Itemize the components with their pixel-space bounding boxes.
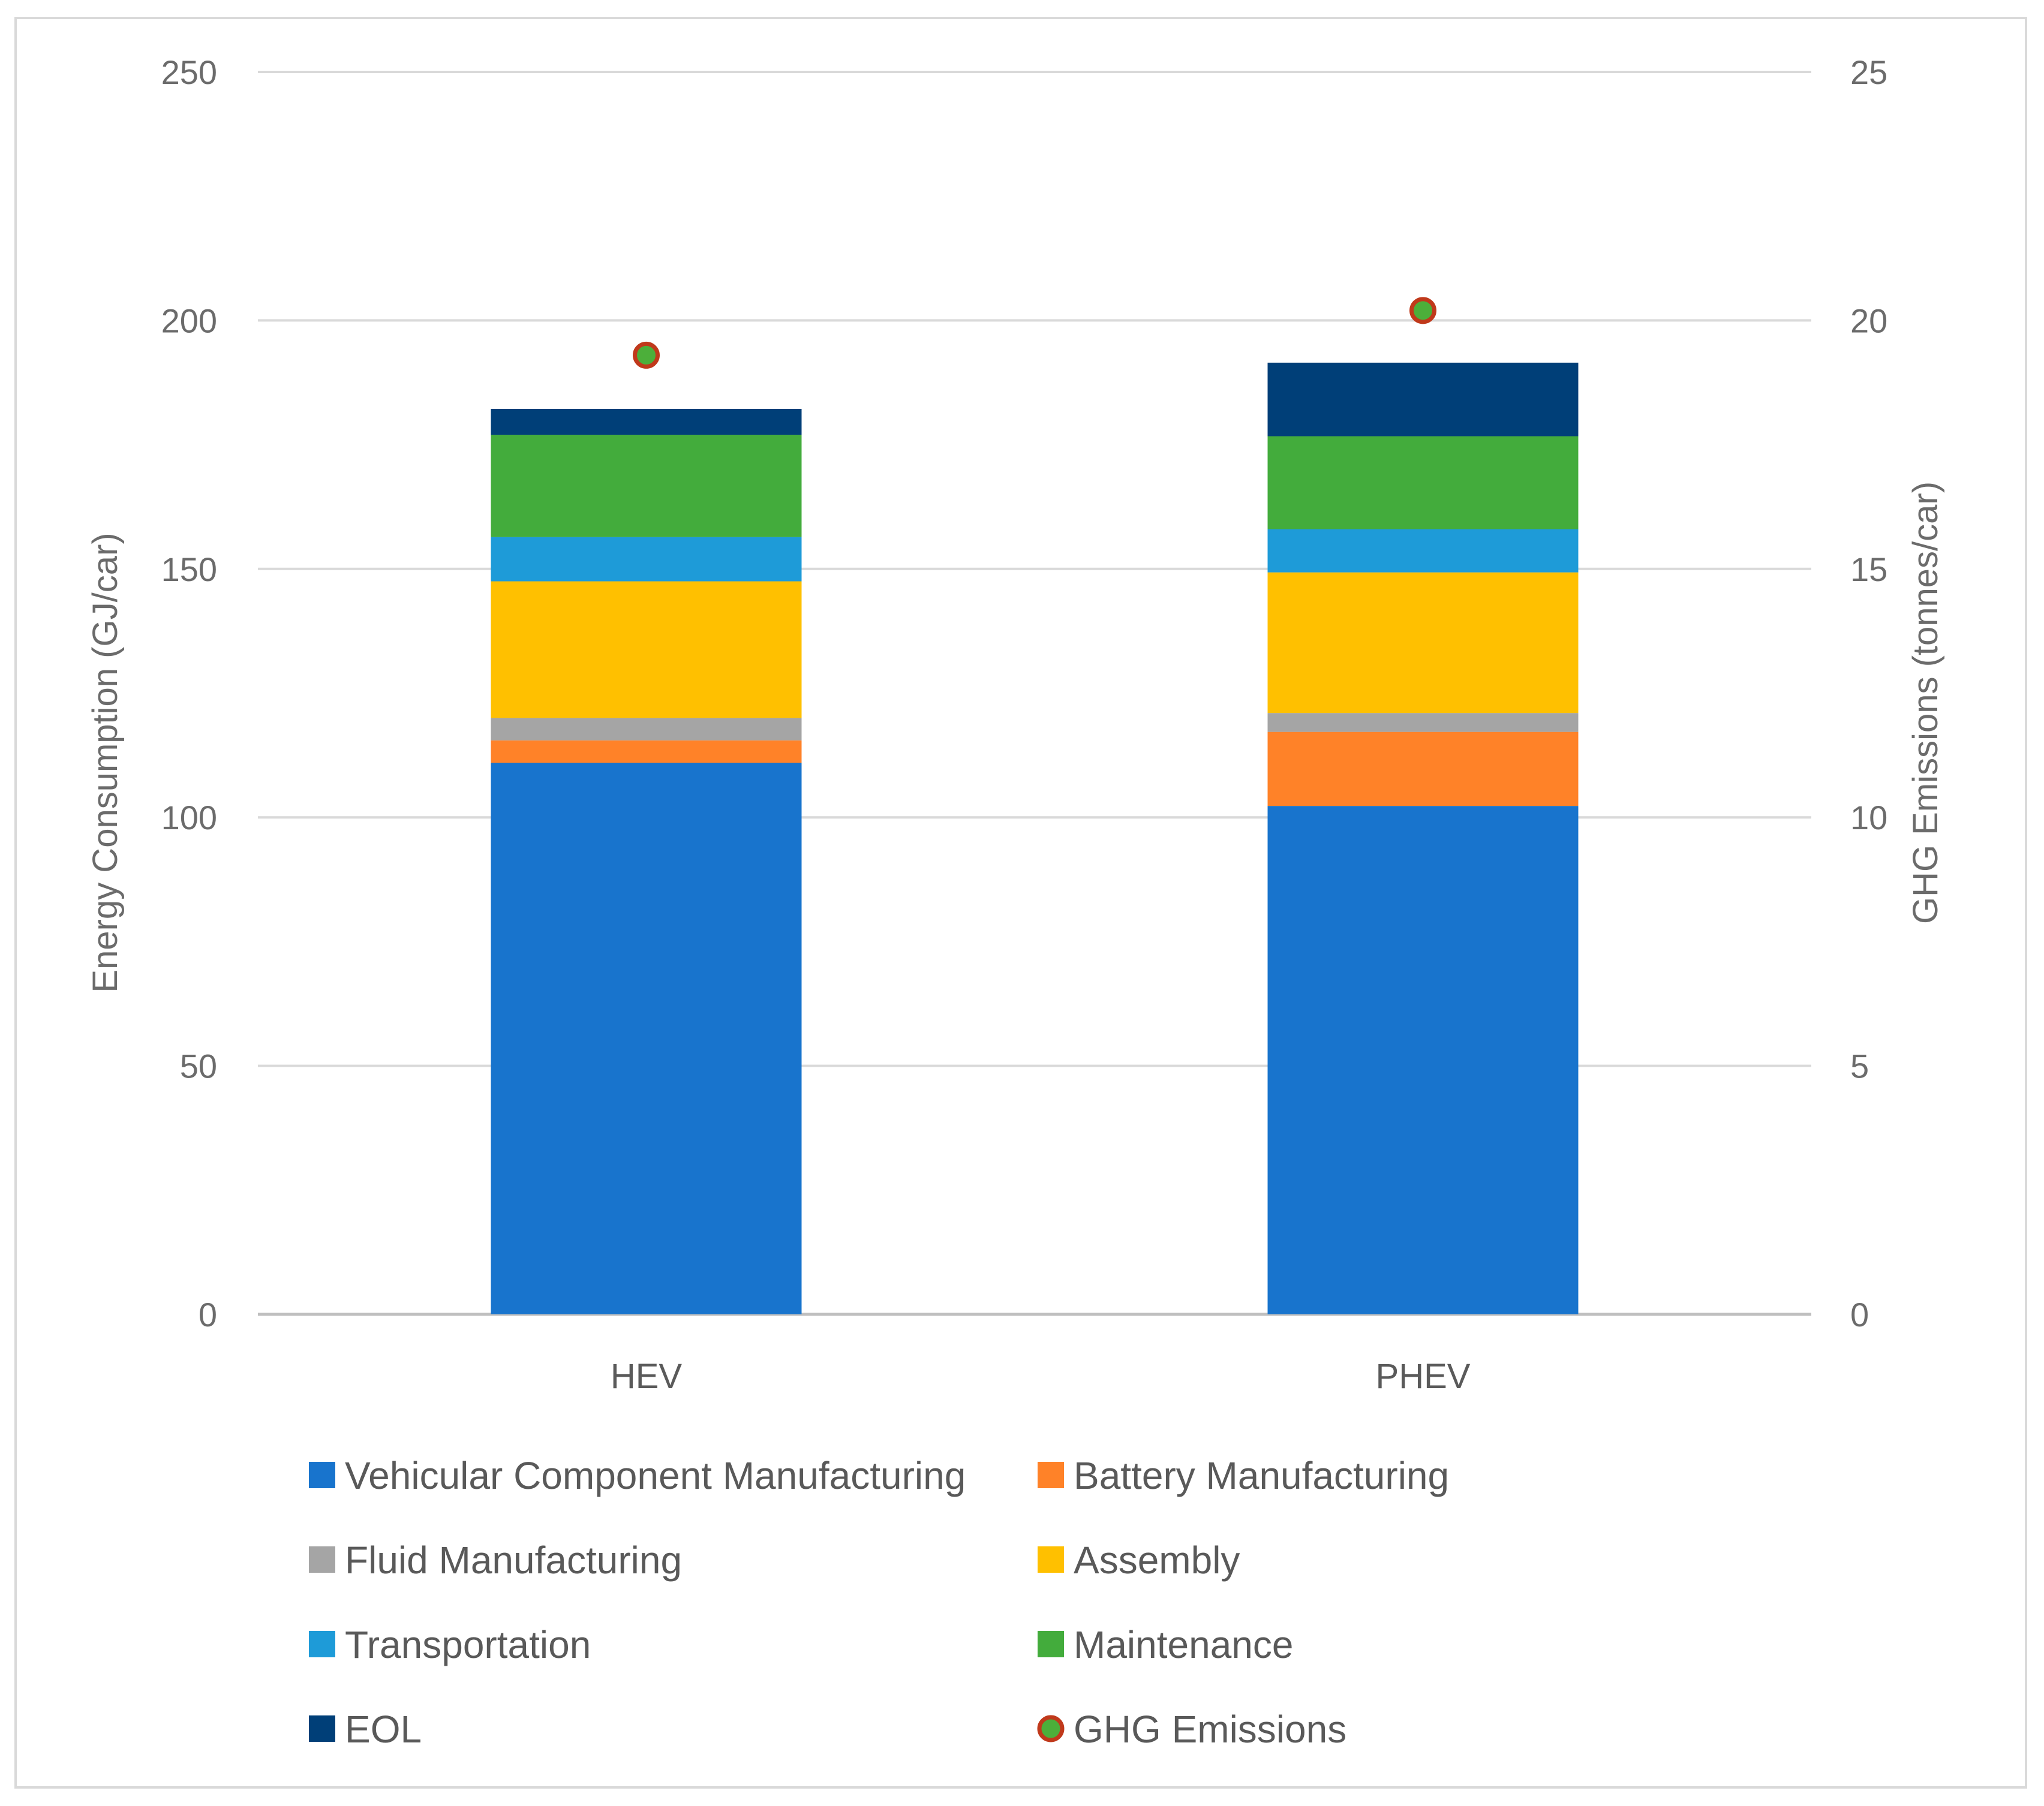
y-right-axis-title: GHG Emissions (tonnes/car) xyxy=(1906,481,1945,924)
ghg-marker xyxy=(633,341,660,369)
legend: Vehicular Component Manufacturing Battery… xyxy=(309,1454,1449,1751)
legend-swatch-vehicular-component-manufacturing xyxy=(309,1462,335,1488)
bar-segment-assembly xyxy=(491,581,802,718)
chart-frame xyxy=(14,17,2027,1789)
bar-segment-vehicular-component-manufacturing xyxy=(1267,806,1579,1314)
legend-swatch-maintenance xyxy=(1038,1631,1064,1657)
legend-swatch-assembly xyxy=(1038,1546,1064,1573)
bar-segment-eol xyxy=(491,408,802,435)
bar-segment-maintenance xyxy=(1267,436,1579,529)
left-tick-label: 250 xyxy=(161,53,217,91)
category-label: HEV xyxy=(611,1357,683,1396)
right-tick-label: 10 xyxy=(1850,799,1887,836)
bar-segment-vehicular-component-manufacturing xyxy=(491,763,802,1314)
left-tick-label: 100 xyxy=(161,799,217,836)
left-tick-label: 150 xyxy=(161,550,217,588)
legend-label-battery-manufacturing: Battery Manufacturing xyxy=(1074,1454,1449,1497)
ghg-markers xyxy=(633,297,1436,369)
bar-segment-fluid-manufacturing xyxy=(1267,713,1579,732)
bar-segment-transportation xyxy=(1267,529,1579,573)
legend-label-ghg-emissions: GHG Emissions xyxy=(1074,1708,1346,1751)
legend-swatch-battery-manufacturing xyxy=(1038,1462,1064,1488)
left-axis-ticks: 0 50 100 150 200 250 xyxy=(161,53,217,1334)
legend-label-transportation: Transportation xyxy=(345,1623,591,1666)
left-tick-label: 50 xyxy=(180,1048,217,1085)
legend-label-assembly: Assembly xyxy=(1074,1539,1240,1582)
right-tick-label: 25 xyxy=(1850,53,1887,91)
legend-label-vehicular-component-manufacturing: Vehicular Component Manufacturing xyxy=(345,1454,966,1497)
right-tick-label: 0 xyxy=(1850,1296,1869,1334)
y-left-axis-title: Energy Consumption (GJ/car) xyxy=(86,532,125,992)
legend-swatch-transportation xyxy=(309,1631,335,1657)
bar-segment-fluid-manufacturing xyxy=(491,718,802,741)
bars xyxy=(491,362,1579,1314)
right-axis-ticks: 0 5 10 15 20 25 xyxy=(1850,53,1887,1334)
bar-segment-assembly xyxy=(1267,572,1579,714)
bar-segment-transportation xyxy=(491,537,802,582)
legend-label-eol: EOL xyxy=(345,1708,422,1751)
right-tick-label: 15 xyxy=(1850,550,1887,588)
ghg-marker xyxy=(1409,297,1436,324)
category-label: PHEV xyxy=(1376,1357,1471,1396)
bar-segment-battery-manufacturing xyxy=(491,740,802,763)
bar-segment-maintenance xyxy=(491,435,802,537)
right-tick-label: 5 xyxy=(1850,1048,1869,1085)
legend-swatch-ghg-emissions xyxy=(1037,1715,1065,1742)
category-labels: HEV PHEV xyxy=(611,1357,1471,1396)
bar-segment-eol xyxy=(1267,362,1579,437)
left-tick-label: 0 xyxy=(199,1296,217,1334)
bar-segment-battery-manufacturing xyxy=(1267,732,1579,806)
right-tick-label: 20 xyxy=(1850,302,1887,339)
legend-label-maintenance: Maintenance xyxy=(1074,1623,1293,1666)
legend-swatch-eol xyxy=(309,1715,335,1742)
legend-label-fluid-manufacturing: Fluid Manufacturing xyxy=(345,1539,682,1582)
legend-swatch-fluid-manufacturing xyxy=(309,1546,335,1573)
left-tick-label: 200 xyxy=(161,302,217,339)
